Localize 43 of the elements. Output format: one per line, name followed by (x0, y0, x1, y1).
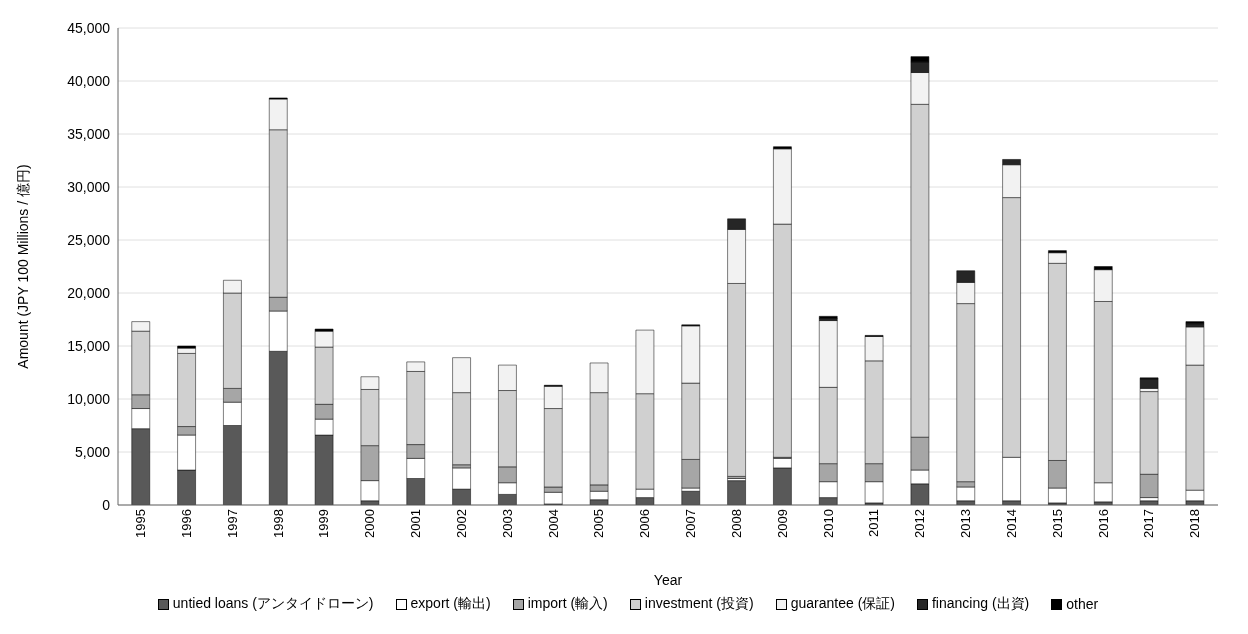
y-tick-label: 15,000 (67, 337, 111, 354)
x-tick-label: 2009 (774, 509, 790, 538)
y-tick-label: 30,000 (67, 178, 111, 195)
legend-label: investment (投資) (644, 595, 754, 613)
x-tick-label: 2011 (866, 509, 882, 537)
x-tick-label: 2002 (453, 509, 469, 538)
x-tick-label: 1998 (270, 509, 286, 538)
legend-label: guarantee (保証) (790, 595, 895, 613)
y-tick-label: 40,000 (67, 72, 111, 89)
x-tick-label: 1999 (316, 509, 332, 538)
x-tick-label: 1997 (224, 509, 240, 538)
y-tick-label: 35,000 (67, 125, 111, 142)
y-tick-label: 20,000 (67, 284, 111, 301)
y-axis-title: Amount (JPY 100 Millions / 億円) (14, 164, 31, 369)
x-tick-label: 2014 (1003, 509, 1019, 538)
legend-label: export (輸出) (410, 595, 491, 613)
y-tick-label: 0 (102, 496, 111, 513)
y-tick-label: 10,000 (67, 390, 111, 407)
y-tick-label: 5,000 (74, 443, 111, 460)
x-tick-label: 2008 (728, 509, 744, 538)
x-tick-label: 2006 (637, 509, 653, 538)
x-tick-label: 2004 (545, 509, 561, 538)
y-tick-label: 25,000 (67, 231, 111, 248)
x-tick-label: 2000 (362, 509, 378, 538)
x-axis-title: Year (653, 572, 683, 588)
x-tick-label: 1995 (133, 509, 149, 538)
x-tick-label: 2010 (820, 509, 836, 538)
legend-label: other (1066, 596, 1099, 612)
x-tick-label: 2003 (499, 509, 515, 538)
x-tick-label: 1996 (178, 509, 194, 538)
x-tick-label: 2018 (1187, 509, 1203, 538)
x-tick-label: 2017 (1141, 509, 1157, 538)
x-tick-label: 2007 (683, 509, 699, 538)
legend-label: financing (出資) (931, 595, 1030, 613)
x-tick-label: 2013 (958, 509, 974, 538)
x-tick-label: 2015 (1049, 509, 1065, 538)
x-tick-label: 2016 (1095, 509, 1111, 538)
legend-label: untied loans (アンタイドローン) (172, 595, 374, 613)
x-tick-label: 2001 (408, 509, 424, 538)
legend-label: import (輸入) (527, 595, 608, 613)
x-tick-label: 2005 (591, 509, 607, 538)
y-tick-label: 45,000 (67, 19, 111, 36)
x-tick-label: 2012 (912, 509, 928, 538)
